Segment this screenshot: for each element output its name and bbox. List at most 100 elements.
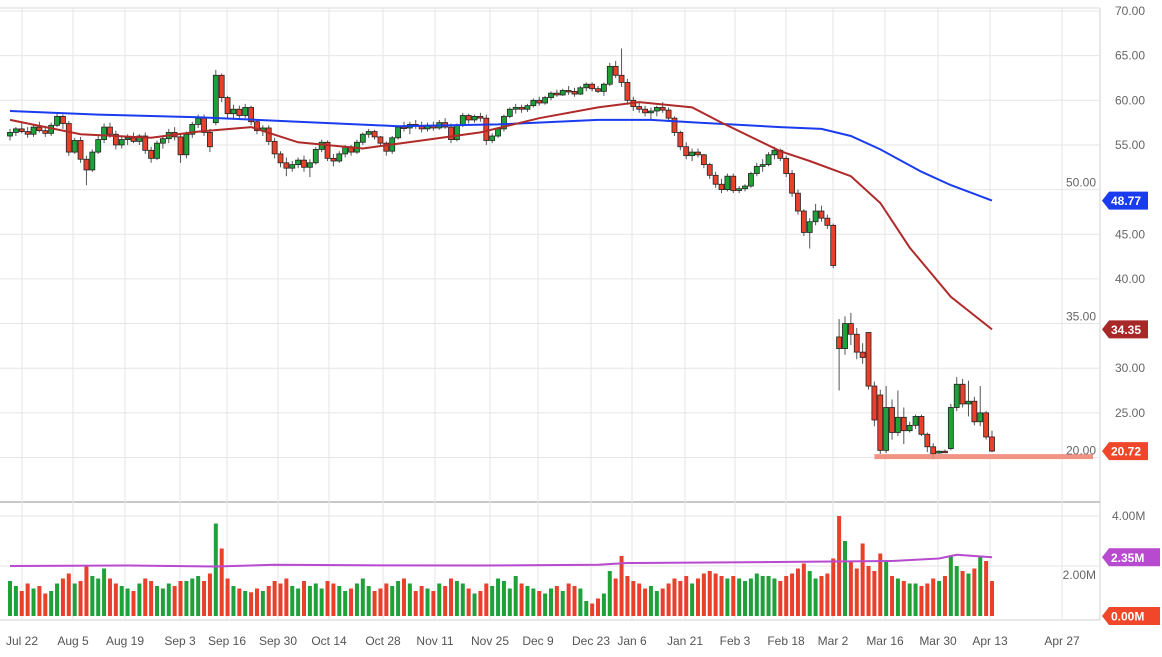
- volume-bar: [131, 591, 136, 616]
- x-tick-label: Jan 21: [667, 634, 703, 648]
- volume-bar: [566, 583, 571, 616]
- candle-body: [118, 139, 125, 146]
- candle-body: [212, 74, 219, 124]
- x-tick-label: Sep 16: [208, 634, 246, 648]
- volume-bar: [613, 578, 618, 616]
- volume-bar: [296, 588, 301, 616]
- candle-body: [736, 188, 743, 191]
- candle-body: [677, 132, 684, 148]
- volume-bar: [419, 586, 424, 616]
- candle-body: [154, 142, 160, 159]
- volume-bar: [531, 588, 536, 616]
- volume-bar: [407, 583, 412, 616]
- candle-body: [565, 90, 572, 93]
- volume-bar: [172, 586, 177, 616]
- candle-body: [54, 115, 60, 126]
- volume-bar: [919, 586, 924, 616]
- candle-body: [365, 131, 372, 135]
- volume-bar: [978, 556, 983, 616]
- price-tick-label: 35.00: [1066, 310, 1096, 324]
- candle-body: [453, 124, 460, 140]
- volume-bar: [454, 581, 459, 616]
- candle-body: [706, 164, 713, 176]
- volume-bar: [537, 591, 542, 616]
- candle-body: [489, 135, 496, 141]
- volume-bar: [572, 586, 577, 616]
- x-axis: Jul 22 Aug 5 Aug 19 Sep 3 Sep 16 Sep 30 Oct 14…: [6, 634, 1080, 648]
- ma-short-line: [9, 101, 993, 331]
- candle-body: [324, 141, 331, 159]
- candle-body: [983, 412, 990, 438]
- volume-bar: [725, 578, 730, 616]
- volume-bar: [848, 561, 853, 616]
- volume-bar: [784, 576, 789, 616]
- volume-bar: [90, 576, 95, 616]
- volume-bar: [325, 581, 330, 616]
- candle-body: [124, 137, 131, 140]
- volume-bar: [37, 586, 42, 616]
- volume-bar: [819, 576, 824, 616]
- volume-bar: [331, 583, 336, 616]
- candle-body: [83, 158, 90, 171]
- volume-bar: [837, 516, 842, 616]
- volume-bar: [825, 573, 830, 616]
- candle-body: [659, 107, 666, 111]
- grid: [0, 7, 1101, 621]
- volume-bar: [548, 588, 553, 616]
- candle-body: [700, 154, 707, 165]
- candle-body: [689, 151, 696, 157]
- volume-bar: [213, 523, 218, 616]
- volume-bar: [795, 568, 800, 616]
- candle-body: [618, 74, 625, 83]
- x-tick-label: Feb 18: [767, 634, 805, 648]
- candle-body: [806, 221, 813, 233]
- volume-bar: [207, 573, 212, 616]
- volume-bar: [149, 581, 154, 616]
- volume-bar: [225, 578, 230, 616]
- x-tick-label: Mar 30: [919, 634, 957, 648]
- candle-body: [724, 175, 731, 191]
- volume-bar: [831, 558, 836, 616]
- candle-body: [60, 115, 66, 124]
- volume-bar: [490, 586, 495, 616]
- volume-bar: [660, 588, 665, 616]
- x-tick-label: Jan 6: [617, 634, 647, 648]
- candle-body: [936, 450, 942, 454]
- candle-body: [371, 131, 378, 138]
- volume-bar: [278, 583, 283, 616]
- candle-body: [42, 130, 49, 134]
- moving-averages: [9, 101, 1093, 568]
- volume-bar: [695, 578, 700, 616]
- candle-body: [653, 107, 660, 112]
- volume-bar: [284, 578, 289, 616]
- volume-bar: [737, 578, 742, 616]
- candle-body: [624, 82, 631, 101]
- candle-body: [871, 385, 878, 421]
- candle-body: [971, 400, 978, 423]
- x-tick-label: Feb 3: [720, 634, 751, 648]
- candle-body: [583, 83, 590, 89]
- candle-body: [683, 146, 690, 157]
- volume-bar: [449, 578, 454, 616]
- candle-body: [218, 74, 225, 99]
- candle-body: [65, 123, 72, 153]
- volume-bar: [396, 581, 401, 616]
- volume-bar: [143, 578, 148, 616]
- candle-body: [695, 151, 701, 156]
- volume-zero-badge: 0.00M: [1111, 610, 1144, 624]
- x-tick-label: Mar 2: [818, 634, 849, 648]
- volume-bar: [237, 588, 242, 616]
- candle-body: [142, 135, 149, 151]
- volume-bar: [854, 568, 859, 616]
- volume-bar: [713, 573, 718, 616]
- price-tick-label: 55.00: [1115, 138, 1145, 152]
- volume-bar: [760, 576, 765, 616]
- volume-bar: [778, 581, 783, 616]
- volume-bar: [578, 588, 583, 616]
- volume-bar: [942, 576, 947, 616]
- candle-body: [842, 323, 848, 349]
- candle-body: [477, 115, 484, 119]
- candle-body: [648, 110, 654, 114]
- volume-bar: [643, 588, 648, 616]
